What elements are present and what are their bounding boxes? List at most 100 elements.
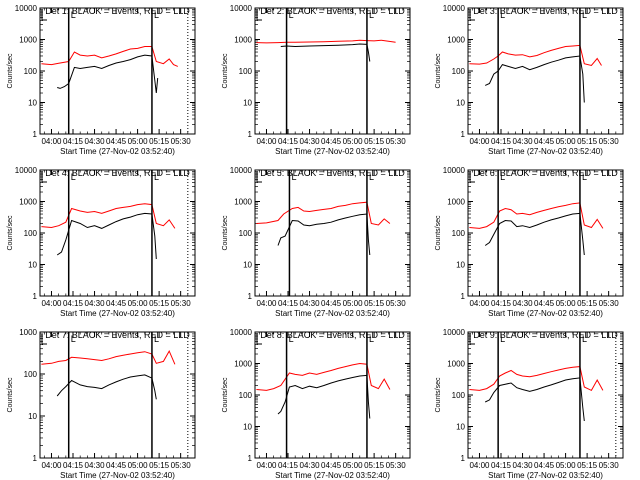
series-line-events <box>277 213 371 256</box>
y-tick-label: 10000 <box>230 4 253 13</box>
x-axis-label: Start Time (27-Nov-02 03:52:40) <box>60 471 175 480</box>
x-tick-label: 05:00 <box>343 137 364 146</box>
y-tick-label: 1 <box>461 454 466 463</box>
plot-frame <box>39 7 196 135</box>
x-tick-label: 05:30 <box>386 299 407 308</box>
time-marker-label: L <box>582 10 587 20</box>
plot-frame <box>254 331 411 459</box>
x-tick-label: 04:15 <box>278 461 299 470</box>
x-tick-label: 04:45 <box>534 461 555 470</box>
chart-title: Det 6: BLACK = Events, RED = LLD <box>473 168 618 178</box>
chart-title: Det 5: BLACK = Events, RED = LLD <box>260 168 405 178</box>
time-marker-label: L <box>71 10 76 20</box>
y-tick-label: 10000 <box>443 328 466 337</box>
x-tick-label: 05:30 <box>386 137 407 146</box>
x-tick-label: 04:15 <box>63 137 84 146</box>
y-tick-label: 1000 <box>19 36 37 45</box>
series-line-lld <box>469 366 604 392</box>
y-axis-label: Counts/sec <box>435 377 442 413</box>
y-tick-label: 100 <box>452 229 466 238</box>
x-tick-label: 04:30 <box>300 461 321 470</box>
x-axis-label: Start Time (27-Nov-02 03:52:40) <box>275 471 390 480</box>
x-tick-label: 04:30 <box>85 299 106 308</box>
y-tick-label: 100 <box>24 67 38 76</box>
y-tick-label: 1 <box>461 130 466 139</box>
y-axis-label: Counts/sec <box>435 215 442 251</box>
x-tick-label: 05:15 <box>149 299 170 308</box>
chart-title: Det 3: BLACK = Events, RED = LLD <box>473 6 618 16</box>
x-axis-label: Start Time (27-Nov-02 03:52:40) <box>488 471 603 480</box>
y-axis-label: Counts/sec <box>222 53 229 89</box>
y-tick-label: 10000 <box>15 4 38 13</box>
x-tick-label: 05:15 <box>577 137 598 146</box>
series-line-events <box>484 212 585 256</box>
x-tick-label: 04:15 <box>491 299 512 308</box>
series-line-lld <box>256 362 391 391</box>
y-tick-label: 10 <box>456 423 465 432</box>
chart-title: Det 9: BLACK = Events, RED = LLD <box>473 330 618 340</box>
plot-frame <box>39 169 196 297</box>
chart-panel-5: Det 5: BLACK = Events, RED = LLD 1 10 100 10… <box>222 166 411 318</box>
y-tick-label: 10000 <box>443 166 466 175</box>
x-tick-label: 04:15 <box>278 299 299 308</box>
y-tick-label: 10 <box>456 261 465 270</box>
y-tick-label: 10 <box>243 423 252 432</box>
chart-panel-4: Det 4: BLACK = Events, RED = LLD 1 10 100 10… <box>7 166 196 318</box>
y-axis-label: Counts/sec <box>7 53 14 89</box>
chart-panel-9: Det 9: BLACK = Events, RED = LLD 1 10 100 10… <box>435 328 624 480</box>
series-line-events <box>484 377 585 422</box>
y-axis-label: Counts/sec <box>7 377 14 413</box>
x-tick-label: 04:30 <box>513 461 534 470</box>
x-axis-label: Start Time (27-Nov-02 03:52:40) <box>60 147 175 156</box>
y-tick-label: 1000 <box>447 360 465 369</box>
x-tick-label: 04:30 <box>300 299 321 308</box>
series-line-lld <box>256 201 391 226</box>
chart-panel-8: Det 8: BLACK = Events, RED = LLD 1 10 100 10… <box>222 328 411 480</box>
chart-panel-2: Det 2: BLACK = Events, RED = LLD 1 10 100 10… <box>222 4 411 156</box>
x-tick-label: 05:15 <box>149 137 170 146</box>
time-marker-label: L <box>369 172 374 182</box>
y-tick-label: 10000 <box>15 166 38 175</box>
x-tick-label: 04:00 <box>41 299 62 308</box>
x-tick-label: 05:00 <box>128 461 149 470</box>
x-tick-label: 04:45 <box>534 299 555 308</box>
x-tick-label: 05:15 <box>577 299 598 308</box>
x-tick-label: 05:00 <box>343 461 364 470</box>
time-marker-label: L <box>369 10 374 20</box>
plot-frame <box>467 7 624 135</box>
y-tick-label: 100 <box>239 391 253 400</box>
chart-title: Det 2: BLACK = Events, RED = LLD <box>260 6 405 16</box>
y-tick-label: 10000 <box>230 328 253 337</box>
y-tick-label: 10 <box>28 99 37 108</box>
x-tick-label: 05:30 <box>171 299 192 308</box>
time-marker-label: L <box>500 172 505 182</box>
y-tick-label: 1 <box>248 130 253 139</box>
x-tick-label: 04:00 <box>41 461 62 470</box>
series-line-lld <box>41 203 176 229</box>
y-axis-label: Counts/sec <box>222 377 229 413</box>
y-tick-label: 1000 <box>19 198 37 207</box>
time-marker-label: L <box>500 334 505 344</box>
x-tick-label: 05:00 <box>343 299 364 308</box>
x-tick-label: 04:15 <box>491 461 512 470</box>
y-axis-label: Counts/sec <box>435 53 442 89</box>
x-tick-label: 04:15 <box>63 461 84 470</box>
chart-title: Det 1: BLACK = Events, RED = LLD <box>45 6 190 16</box>
x-tick-label: 04:00 <box>41 137 62 146</box>
x-tick-label: 05:15 <box>149 461 170 470</box>
y-axis-label: Counts/sec <box>7 215 14 251</box>
x-tick-label: 05:30 <box>386 461 407 470</box>
y-tick-label: 100 <box>239 67 253 76</box>
x-tick-label: 05:15 <box>364 137 385 146</box>
time-marker-label: L <box>154 10 159 20</box>
x-tick-label: 05:30 <box>171 461 192 470</box>
chart-panel-3: Det 3: BLACK = Events, RED = LLD 1 10 100 10… <box>435 4 624 156</box>
time-marker-label: L <box>154 172 159 182</box>
time-marker-label: L <box>289 334 294 344</box>
x-tick-label: 04:30 <box>85 461 106 470</box>
y-tick-label: 10 <box>243 99 252 108</box>
y-tick-label: 1 <box>33 292 38 301</box>
x-tick-label: 05:30 <box>599 461 620 470</box>
x-axis-label: Start Time (27-Nov-02 03:52:40) <box>275 147 390 156</box>
